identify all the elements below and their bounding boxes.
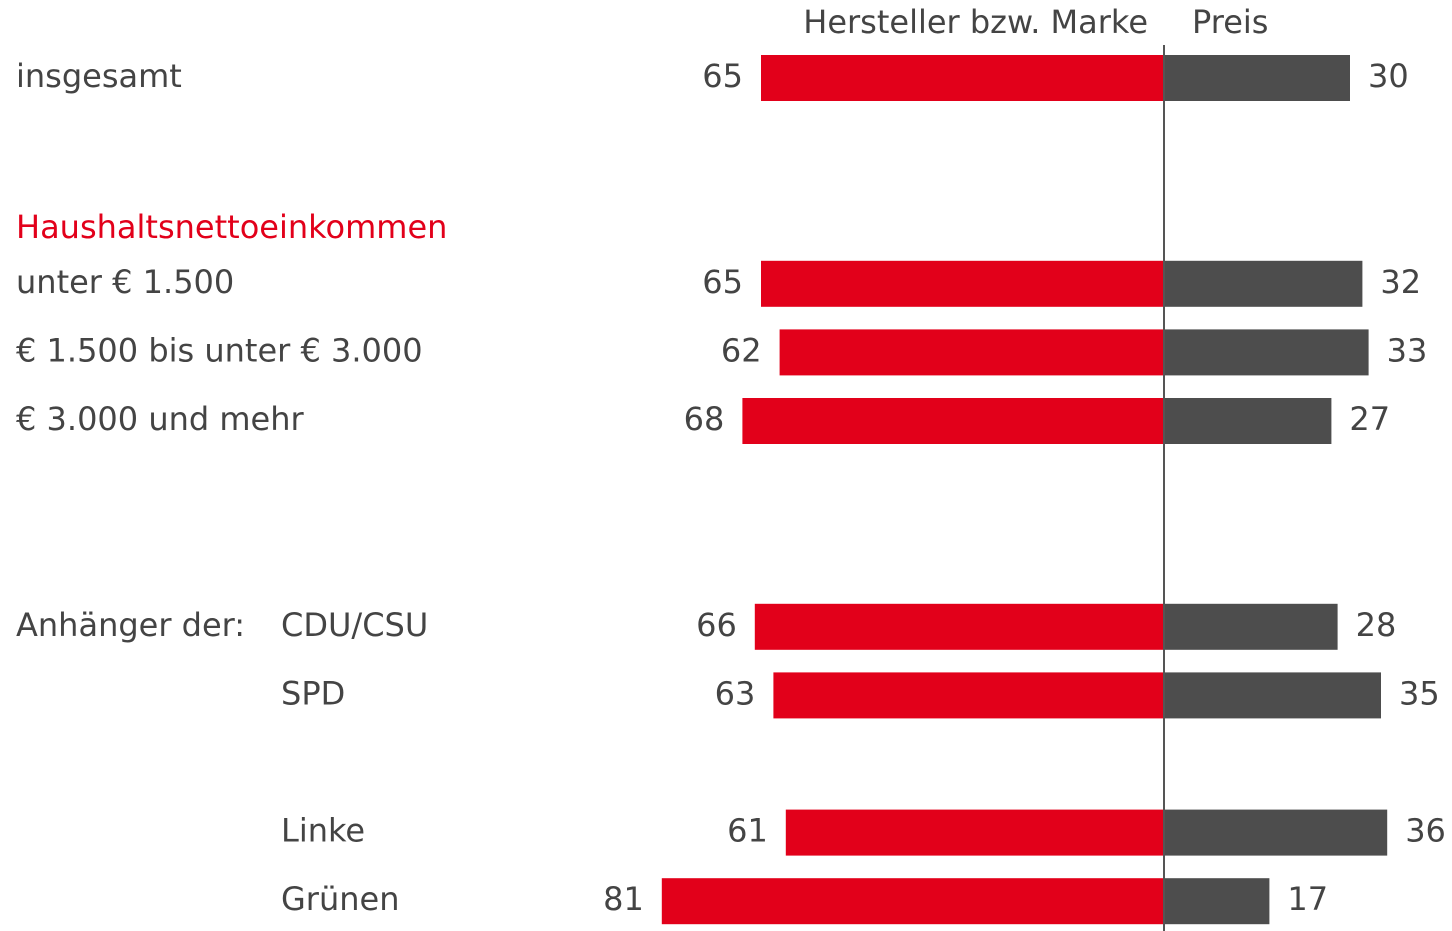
bar <box>761 260 1164 307</box>
bar <box>1164 260 1363 307</box>
value-label: 61 <box>727 812 768 850</box>
legend-right: Preis <box>1192 3 1268 41</box>
category-label: unter € 1.500 <box>16 263 234 301</box>
category-label: € 3.000 und mehr <box>16 400 305 438</box>
category-label: € 1.500 bis unter € 3.000 <box>16 331 423 369</box>
value-label: 27 <box>1349 400 1390 438</box>
bar <box>761 55 1164 101</box>
category-label: Grünen <box>281 880 399 918</box>
value-label: 81 <box>603 880 644 918</box>
bar <box>1164 878 1270 925</box>
value-label: 32 <box>1380 263 1421 301</box>
category-label: CDU/CSU <box>281 606 428 644</box>
value-label: 30 <box>1368 57 1409 95</box>
legend-left: Hersteller bzw. Marke <box>803 3 1148 41</box>
value-label: 65 <box>702 57 743 95</box>
bar <box>1164 398 1332 444</box>
category-label: SPD <box>281 674 345 712</box>
value-label: 62 <box>721 331 762 369</box>
value-label: 33 <box>1387 331 1428 369</box>
bar <box>773 672 1164 719</box>
category-label: insgesamt <box>16 57 182 95</box>
bar <box>661 878 1164 925</box>
value-label: 63 <box>715 674 756 712</box>
bar <box>1164 672 1381 719</box>
value-label: 35 <box>1399 674 1440 712</box>
value-label: 68 <box>684 400 725 438</box>
value-label: 17 <box>1287 880 1328 918</box>
bar <box>742 398 1164 444</box>
value-label: 28 <box>1356 606 1397 644</box>
bar <box>785 809 1164 856</box>
bar <box>754 603 1164 650</box>
bar <box>1164 809 1388 856</box>
bar <box>779 329 1164 376</box>
group-label: Haushaltsnettoeinkommen <box>16 208 447 246</box>
value-label: 65 <box>702 263 743 301</box>
bar <box>1164 55 1350 101</box>
value-label: 66 <box>696 606 737 644</box>
value-label: 36 <box>1405 812 1446 850</box>
bar <box>1164 329 1369 376</box>
category-label: Linke <box>281 812 365 850</box>
bar <box>1164 603 1338 650</box>
group-label: Anhänger der: <box>16 606 245 644</box>
